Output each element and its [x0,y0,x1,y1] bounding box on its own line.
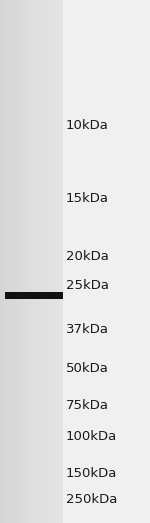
FancyBboxPatch shape [58,0,59,523]
FancyBboxPatch shape [4,0,5,523]
FancyBboxPatch shape [14,0,15,523]
FancyBboxPatch shape [15,0,16,523]
FancyBboxPatch shape [43,0,44,523]
FancyBboxPatch shape [54,0,55,523]
FancyBboxPatch shape [48,0,49,523]
FancyBboxPatch shape [5,0,6,523]
Text: 100kDa: 100kDa [66,430,117,443]
FancyBboxPatch shape [9,0,10,523]
FancyBboxPatch shape [18,0,19,523]
FancyBboxPatch shape [29,0,30,523]
Text: 15kDa: 15kDa [66,192,109,205]
FancyBboxPatch shape [36,0,37,523]
FancyBboxPatch shape [24,0,25,523]
FancyBboxPatch shape [22,0,23,523]
FancyBboxPatch shape [33,0,34,523]
FancyBboxPatch shape [2,0,3,523]
FancyBboxPatch shape [16,0,17,523]
FancyBboxPatch shape [56,0,57,523]
FancyBboxPatch shape [44,0,45,523]
FancyBboxPatch shape [41,0,42,523]
FancyBboxPatch shape [62,0,63,523]
FancyBboxPatch shape [30,0,32,523]
FancyBboxPatch shape [21,0,22,523]
FancyBboxPatch shape [35,0,36,523]
FancyBboxPatch shape [61,0,62,523]
FancyBboxPatch shape [25,0,26,523]
FancyBboxPatch shape [34,0,35,523]
FancyBboxPatch shape [59,0,60,523]
FancyBboxPatch shape [45,0,46,523]
FancyBboxPatch shape [46,0,47,523]
FancyBboxPatch shape [4,292,63,299]
FancyBboxPatch shape [12,0,13,523]
FancyBboxPatch shape [51,0,52,523]
FancyBboxPatch shape [23,0,24,523]
FancyBboxPatch shape [52,0,54,523]
FancyBboxPatch shape [47,0,48,523]
FancyBboxPatch shape [37,0,38,523]
FancyBboxPatch shape [0,0,1,523]
Text: 50kDa: 50kDa [66,362,109,375]
FancyBboxPatch shape [19,0,20,523]
Text: 250kDa: 250kDa [66,493,117,506]
FancyBboxPatch shape [42,0,43,523]
FancyBboxPatch shape [50,0,51,523]
FancyBboxPatch shape [17,0,18,523]
Text: 150kDa: 150kDa [66,467,117,480]
FancyBboxPatch shape [13,0,14,523]
FancyBboxPatch shape [6,0,7,523]
FancyBboxPatch shape [38,0,39,523]
FancyBboxPatch shape [26,0,27,523]
Text: 10kDa: 10kDa [66,119,109,132]
FancyBboxPatch shape [11,0,12,523]
Text: 20kDa: 20kDa [66,250,109,263]
FancyBboxPatch shape [7,0,8,523]
Text: 37kDa: 37kDa [66,323,109,336]
FancyBboxPatch shape [57,0,58,523]
FancyBboxPatch shape [27,0,28,523]
Text: 75kDa: 75kDa [66,399,109,412]
FancyBboxPatch shape [32,0,33,523]
FancyBboxPatch shape [1,0,2,523]
FancyBboxPatch shape [55,0,56,523]
FancyBboxPatch shape [49,0,50,523]
FancyBboxPatch shape [60,0,61,523]
FancyBboxPatch shape [20,0,21,523]
FancyBboxPatch shape [40,0,41,523]
FancyBboxPatch shape [8,0,9,523]
FancyBboxPatch shape [3,0,4,523]
FancyBboxPatch shape [39,0,40,523]
Text: 25kDa: 25kDa [66,279,109,291]
FancyBboxPatch shape [28,0,29,523]
